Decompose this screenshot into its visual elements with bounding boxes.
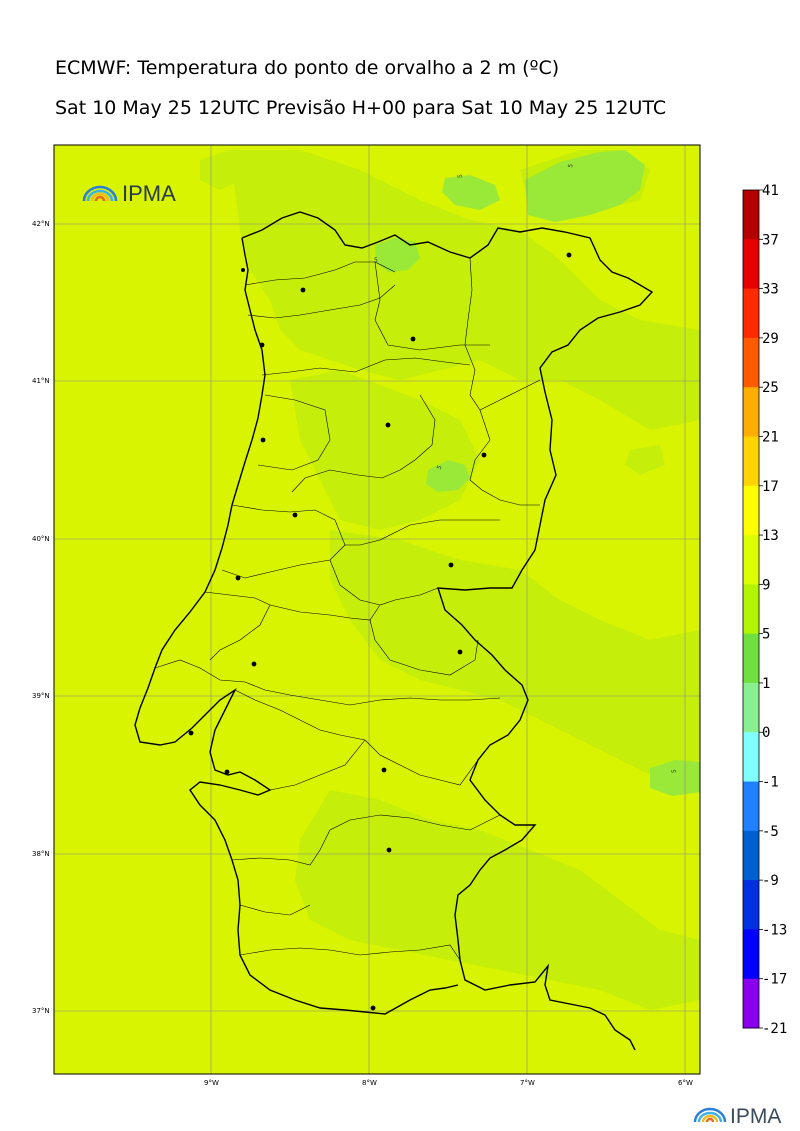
colorbar-segment	[743, 682, 759, 733]
lon-label: 7°W	[520, 1079, 535, 1087]
colorbar-label: 25	[762, 380, 779, 396]
city-marker	[386, 847, 392, 853]
city-marker	[566, 252, 572, 258]
city-marker	[481, 452, 487, 458]
colorbar-label: -5	[762, 824, 779, 840]
lat-label: 42°N	[32, 220, 50, 228]
map-subtitle: Sat 10 May 25 12UTC Previsão H+00 para S…	[55, 97, 667, 119]
footer-logo: IPMA	[693, 1105, 781, 1128]
colorbar: 41 37 33 29 25 21 17 13 9 5 1 0 -1 -5 -9 -13 -17 -21	[742, 183, 787, 1037]
map-frame	[53, 144, 701, 1075]
colorbar-segment	[743, 239, 759, 290]
lat-label: 39°N	[32, 692, 50, 700]
lat-label: 37°N	[32, 1007, 50, 1015]
city-marker	[259, 342, 265, 348]
colorbar-label: 21	[762, 429, 779, 445]
colorbar-label: 1	[762, 676, 770, 692]
contour-label: 5	[436, 464, 444, 471]
colorbar-segment	[743, 535, 759, 585]
lon-label: 9°W	[204, 1079, 219, 1087]
city-marker	[188, 730, 194, 736]
colorbar-segment	[743, 633, 759, 684]
colorbar-label: 33	[762, 282, 779, 298]
colorbar-label: 0	[762, 725, 770, 741]
contour-label: 5	[567, 163, 575, 168]
colorbar-label: 41	[762, 183, 779, 199]
colorbar-frame	[742, 189, 760, 1029]
colorbar-label: -21	[762, 1021, 787, 1037]
colorbar-label: -13	[762, 922, 787, 938]
colorbar-segment	[743, 337, 759, 388]
map-title: ECMWF: Temperatura do ponto de orvalho a…	[55, 57, 560, 79]
colorbar-label: 9	[762, 577, 770, 593]
contour-label: 5	[671, 769, 678, 773]
contour-labels: 5 5 5 5 5	[374, 163, 678, 773]
city-marker	[410, 336, 416, 342]
colorbar-segment	[743, 436, 759, 487]
colorbar-label: -1	[762, 775, 779, 791]
colorbar-segment	[743, 485, 759, 536]
city-marker	[251, 661, 257, 667]
city-marker	[370, 1005, 376, 1011]
city-marker	[448, 562, 454, 568]
colorbar-label: -9	[762, 873, 779, 889]
rainbow-icon	[693, 1107, 727, 1123]
colorbar-label: -17	[762, 972, 787, 988]
portugal-outline	[241, 211, 654, 1051]
city-markers	[188, 252, 572, 1011]
lat-label: 40°N	[32, 535, 50, 543]
city-marker	[235, 575, 241, 581]
colorbar-segment	[743, 288, 759, 339]
city-marker	[381, 767, 387, 773]
graticule	[54, 145, 700, 1074]
colorbar-label: 5	[762, 627, 770, 643]
lat-label: 38°N	[32, 850, 50, 858]
city-marker	[241, 268, 245, 272]
city-marker	[224, 769, 230, 775]
rainbow-icon	[82, 185, 118, 202]
ipma-logo: IPMA	[82, 181, 176, 206]
colorbar-label: 29	[762, 331, 779, 347]
colorbar-segment	[743, 830, 759, 881]
city-marker	[457, 649, 463, 655]
city-marker	[385, 422, 391, 428]
district-borders	[154, 257, 541, 961]
colorbar-segment	[743, 880, 759, 930]
colorbar-segment	[743, 387, 759, 437]
city-marker	[300, 287, 306, 293]
longitude-labels: 9°W 8°W 7°W 6°W	[204, 1079, 693, 1087]
colorbar-label: 17	[762, 479, 779, 495]
lat-label: 41°N	[32, 377, 50, 385]
footer-logo-text: IPMA	[730, 1105, 781, 1128]
colorbar-segment	[743, 929, 759, 980]
colorbar-segment	[743, 978, 759, 1029]
low-dewpoint-patches	[375, 150, 700, 796]
city-marker	[292, 512, 298, 518]
colorbar-segment	[743, 190, 759, 240]
colorbar-label: 37	[762, 232, 779, 248]
map-panel: 5 5 5 5 5	[53, 144, 701, 1075]
portugal-coastline	[134, 237, 459, 1015]
colorbar-segment	[743, 732, 759, 783]
colorbar-segment	[743, 781, 759, 832]
logo-text: IPMA	[122, 181, 176, 206]
latitude-labels: 42°N 41°N 40°N 39°N 38°N 37°N	[32, 220, 50, 1015]
lon-label: 6°W	[678, 1079, 693, 1087]
contour-label: 5	[374, 257, 378, 264]
colorbar-label: 13	[762, 528, 779, 544]
contour-label: 5	[457, 174, 464, 178]
colorbar-segment	[743, 584, 759, 635]
lon-label: 8°W	[362, 1079, 377, 1087]
city-marker	[260, 437, 266, 443]
